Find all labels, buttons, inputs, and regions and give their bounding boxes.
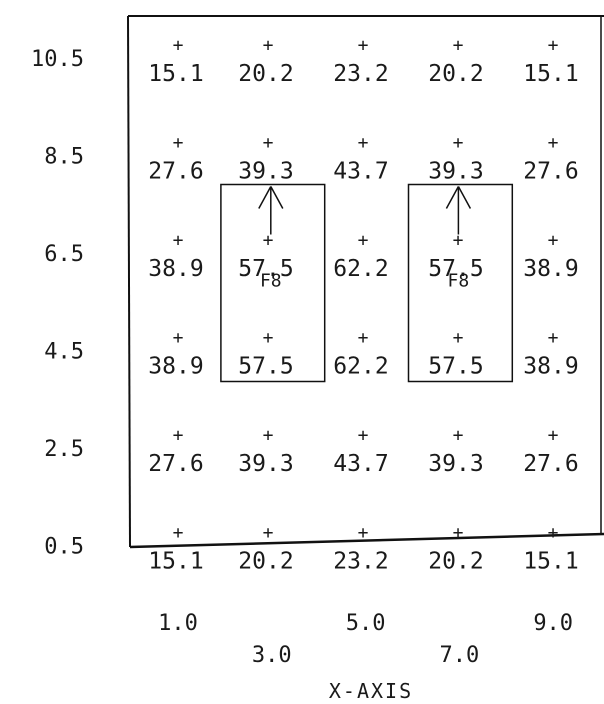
point-marker: + xyxy=(453,328,464,349)
data-label: 39.3 xyxy=(428,159,483,185)
data-label: 20.2 xyxy=(428,61,483,87)
point-marker: + xyxy=(173,230,184,251)
data-label: 15.1 xyxy=(523,549,578,575)
data-label: 39.3 xyxy=(428,451,483,477)
point-marker: + xyxy=(453,230,464,251)
point-marker: + xyxy=(453,425,464,446)
fixture-label: F8 xyxy=(260,271,282,292)
data-label: 57.5 xyxy=(428,354,483,380)
point-marker: + xyxy=(453,35,464,56)
data-label: 57.5 xyxy=(428,256,483,282)
data-label: 27.6 xyxy=(148,451,203,477)
data-label: 20.2 xyxy=(238,549,293,575)
point-marker: + xyxy=(548,328,559,349)
data-label: 27.6 xyxy=(523,159,578,185)
y-tick-label: 8.5 xyxy=(44,145,84,170)
x-tick-label: 3.0 xyxy=(252,643,292,668)
point-marker: + xyxy=(548,523,559,544)
data-label: 57.5 xyxy=(238,354,293,380)
data-label: 43.7 xyxy=(333,451,388,477)
fixture-box xyxy=(407,183,514,383)
fixture-box xyxy=(220,183,326,383)
point-marker: + xyxy=(453,133,464,154)
data-label: 20.2 xyxy=(428,549,483,575)
point-marker: + xyxy=(263,425,274,446)
point-marker: + xyxy=(548,425,559,446)
point-marker: + xyxy=(263,35,274,56)
data-label: 23.2 xyxy=(333,549,388,575)
data-label: 43.7 xyxy=(333,159,388,185)
fixture-label: F8 xyxy=(448,271,470,292)
data-label: 62.2 xyxy=(333,354,388,380)
point-marker: + xyxy=(358,133,369,154)
y-tick-label: 10.5 xyxy=(31,47,84,72)
point-marker: + xyxy=(173,523,184,544)
fixture-f8-2: F8 xyxy=(407,183,514,383)
point-marker: + xyxy=(263,230,274,251)
y-tick-label: 2.5 xyxy=(44,437,84,462)
data-label: 39.3 xyxy=(238,451,293,477)
fixture-f8-1: F8 xyxy=(220,183,326,383)
data-label: 27.6 xyxy=(523,451,578,477)
fixture-boxes: F8 F8 xyxy=(220,183,514,383)
plot-frame xyxy=(127,15,604,549)
data-points: +15.1 +20.2 +23.2 +20.2 +15.1 +27.6 +39.3 +43.7… xyxy=(148,35,578,575)
x-tick-label: 9.0 xyxy=(533,611,573,636)
data-label: 39.3 xyxy=(238,159,293,185)
point-marker: + xyxy=(358,35,369,56)
x-axis-line xyxy=(129,532,604,549)
point-marker: + xyxy=(263,133,274,154)
y-axis-ticks: 10.5 8.5 6.5 4.5 2.5 0.5 xyxy=(31,47,84,560)
point-marker: + xyxy=(173,328,184,349)
point-marker: + xyxy=(263,523,274,544)
x-axis-ticks: 1.0 3.0 5.0 7.0 9.0 xyxy=(158,611,573,668)
y-tick-label: 6.5 xyxy=(44,242,84,267)
point-marker: + xyxy=(548,133,559,154)
arrow-up-icon xyxy=(258,186,284,235)
data-label: 15.1 xyxy=(148,61,203,87)
data-label: 57.5 xyxy=(238,256,293,282)
point-marker: + xyxy=(358,523,369,544)
data-label: 38.9 xyxy=(523,354,578,380)
point-marker: + xyxy=(173,425,184,446)
point-marker: + xyxy=(548,35,559,56)
data-label: 38.9 xyxy=(148,354,203,380)
data-label: 38.9 xyxy=(148,256,203,282)
x-tick-label: 5.0 xyxy=(346,611,386,636)
data-label: 62.2 xyxy=(333,256,388,282)
frame-left xyxy=(127,15,131,548)
arrow-up-icon xyxy=(445,186,472,235)
x-tick-label: 1.0 xyxy=(158,611,198,636)
point-marker: + xyxy=(358,425,369,446)
y-tick-label: 4.5 xyxy=(44,340,84,365)
data-label: 23.2 xyxy=(333,61,388,87)
y-tick-label: 0.5 xyxy=(44,535,84,560)
data-label: 27.6 xyxy=(148,159,203,185)
data-label: 20.2 xyxy=(238,61,293,87)
data-label: 15.1 xyxy=(523,61,578,87)
point-marker: + xyxy=(453,523,464,544)
x-tick-label: 7.0 xyxy=(440,643,480,668)
x-axis-title: X-AXIS xyxy=(329,679,413,703)
data-label: 15.1 xyxy=(148,549,203,575)
point-marker: + xyxy=(358,230,369,251)
point-marker: + xyxy=(173,133,184,154)
data-label: 38.9 xyxy=(523,256,578,282)
point-marker: + xyxy=(263,328,274,349)
point-marker: + xyxy=(548,230,559,251)
point-marker: + xyxy=(358,328,369,349)
point-marker: + xyxy=(173,35,184,56)
